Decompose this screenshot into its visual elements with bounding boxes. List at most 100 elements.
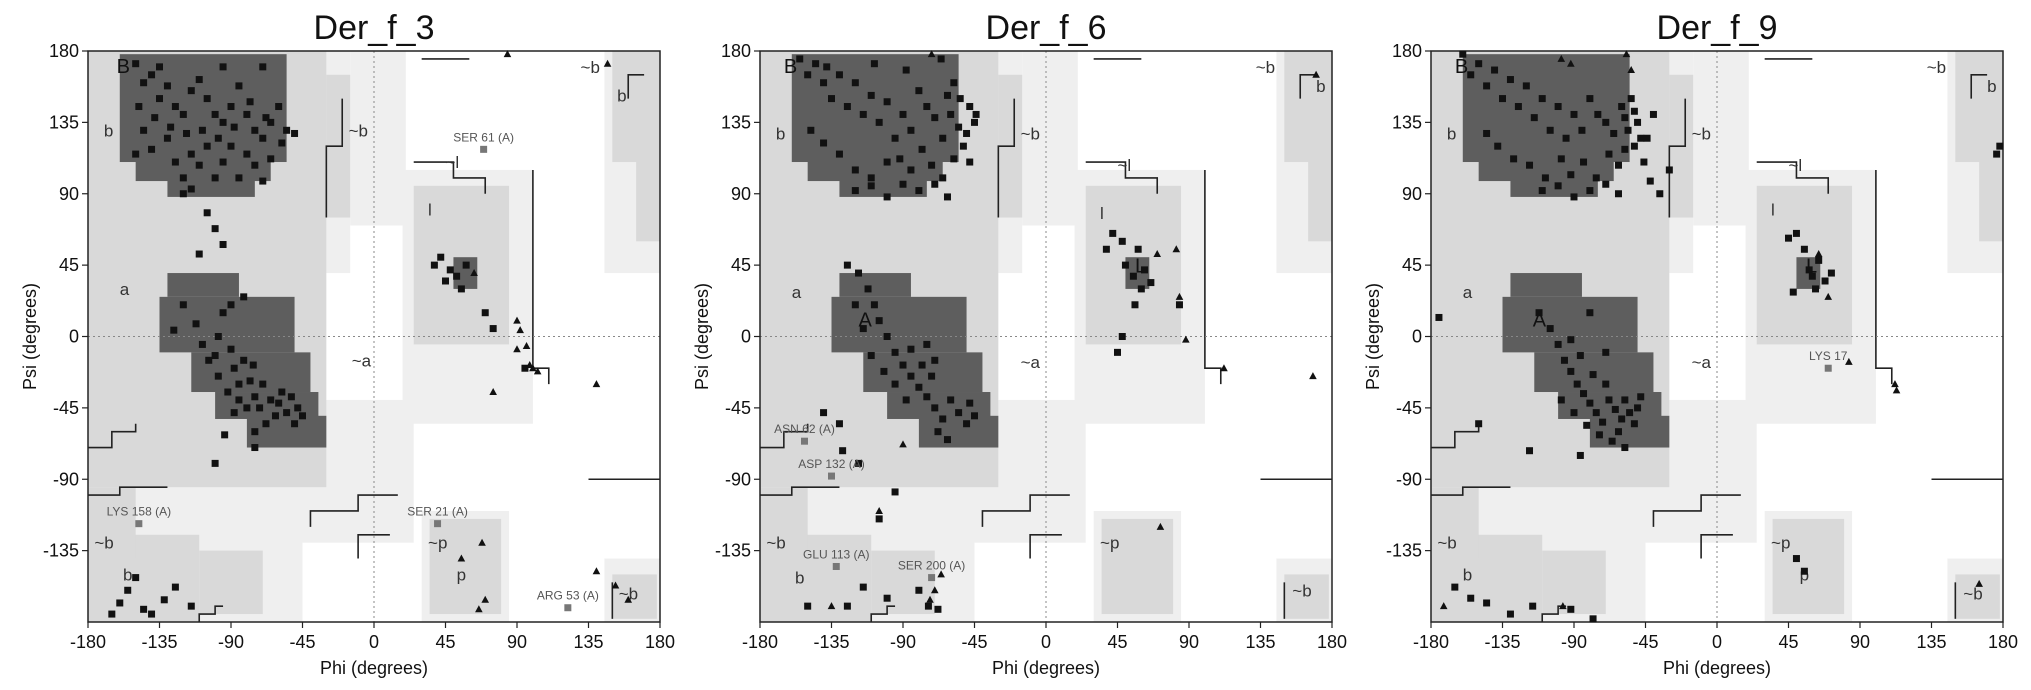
residue-point: [1634, 404, 1642, 412]
region-label: ~p: [1771, 534, 1790, 553]
residue-point: [235, 380, 243, 388]
residue-point: [187, 602, 195, 610]
outlier-label: ASP 132 (A): [798, 457, 864, 471]
glycine-point: [1567, 59, 1575, 67]
region-border: [870, 605, 896, 622]
region-label: a: [792, 283, 802, 302]
residue-point: [1621, 114, 1629, 122]
residue-point: [1592, 409, 1600, 417]
x-tick-label: 90: [1850, 632, 1870, 652]
glycine-point: [1557, 54, 1566, 62]
glycine-point: [930, 586, 939, 594]
residue-point: [156, 95, 163, 103]
region-border: [981, 494, 1070, 527]
residue-point: [148, 71, 156, 79]
y-tick-label: 135: [49, 112, 79, 132]
residue-point: [1586, 187, 1594, 195]
residue-point: [251, 393, 259, 401]
x-tick-label: -45: [961, 632, 987, 652]
region-border: [198, 605, 224, 622]
region-label: ~b: [349, 121, 368, 140]
residue-point: [1134, 245, 1142, 253]
glycine-point: [1824, 292, 1833, 300]
residue-point: [251, 126, 259, 134]
residue-point: [851, 301, 859, 309]
plot-title: Der_f_9: [1657, 9, 1778, 47]
residue-point: [1567, 605, 1575, 613]
x-tick-label: 135: [1916, 632, 1946, 652]
residue-point: [1576, 451, 1584, 459]
residue-point: [489, 325, 497, 333]
outlier-label: ARG 53 (A): [537, 589, 599, 603]
outlier-label: LYS 17: [1809, 349, 1848, 363]
residue-point: [1812, 285, 1820, 293]
residue-point: [1649, 110, 1657, 118]
y-tick-label: 135: [1392, 112, 1422, 132]
residue-point: [187, 87, 195, 95]
residue-point: [275, 399, 283, 407]
residue-point: [902, 396, 910, 404]
glycine-point: [529, 364, 537, 372]
residue-point: [915, 87, 923, 95]
residue-point: [796, 55, 804, 63]
x-tick-label: 180: [1317, 632, 1347, 652]
residue-point: [198, 340, 206, 348]
residue-point: [211, 225, 219, 233]
outlier-label: SER 21 (A): [407, 505, 468, 519]
region-label: b: [617, 86, 626, 105]
residue-point: [934, 428, 942, 436]
residue-point: [1459, 50, 1467, 58]
residue-point: [1586, 309, 1594, 317]
glycine-point: [525, 361, 534, 369]
residue-point: [1614, 428, 1622, 436]
residue-point: [902, 66, 910, 74]
x-tick-label: 45: [435, 632, 455, 652]
residue-point: [1643, 134, 1651, 142]
residue-point: [1815, 256, 1823, 264]
residue-point: [867, 182, 875, 190]
region-border: [88, 486, 168, 496]
residue-point: [1586, 95, 1594, 103]
residue-point: [235, 174, 243, 182]
region-border: [325, 98, 344, 218]
residue-point: [1785, 234, 1792, 242]
residue-point: [924, 602, 932, 610]
residue-point: [1634, 118, 1642, 126]
x-tick-label: -45: [289, 632, 315, 652]
residue-point: [205, 356, 213, 364]
residue-point: [227, 103, 235, 111]
residue-point: [839, 447, 847, 455]
residue-point: [923, 393, 931, 401]
region-label: ~b: [94, 534, 113, 553]
residue-point: [870, 60, 878, 68]
residue-point: [934, 605, 942, 613]
glycine-point: [513, 345, 521, 353]
residue-point: [1137, 285, 1145, 293]
residue-point: [972, 110, 980, 118]
residue-point: [891, 134, 899, 142]
residue-point: [923, 340, 931, 348]
residue-point: [1637, 134, 1645, 142]
region-border: [1029, 533, 1062, 559]
residue-point: [883, 594, 891, 602]
residue-point: [156, 63, 163, 71]
residue-point: [1483, 129, 1491, 137]
region-label: ~b: [766, 534, 785, 553]
glycine-point: [489, 388, 497, 396]
region-border: [1299, 73, 1317, 99]
residue-point: [187, 150, 195, 158]
region-border: [760, 423, 809, 449]
residue-point: [820, 139, 828, 147]
region-label: b: [123, 565, 132, 584]
residue-point: [867, 174, 875, 182]
glycine-point: [1175, 292, 1184, 300]
residue-point: [1792, 229, 1800, 237]
residue-point: [1499, 95, 1506, 103]
residue-point: [1618, 103, 1626, 111]
residue-point: [235, 396, 243, 404]
glycine-point: [1309, 372, 1317, 380]
outlier-point: [828, 472, 835, 480]
x-tick-label: -135: [141, 632, 177, 652]
outlier-point: [480, 145, 488, 153]
residue-point: [1567, 367, 1575, 375]
